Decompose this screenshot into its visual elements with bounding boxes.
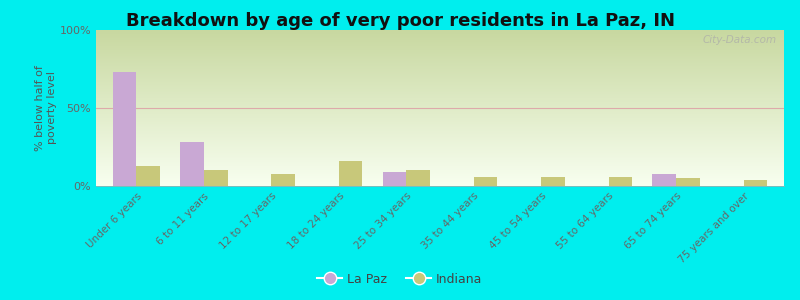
Bar — [271, 173, 295, 186]
Bar — [676, 178, 700, 186]
Bar — [653, 173, 676, 186]
Bar — [204, 170, 227, 186]
Bar — [339, 161, 362, 186]
Bar — [541, 177, 565, 186]
Y-axis label: % below half of
poverty level: % below half of poverty level — [35, 65, 57, 151]
Bar — [382, 172, 406, 186]
Bar — [609, 177, 632, 186]
Bar — [406, 170, 430, 186]
Bar — [743, 180, 767, 186]
Legend: La Paz, Indiana: La Paz, Indiana — [313, 268, 487, 291]
Bar — [180, 142, 204, 186]
Bar — [474, 177, 498, 186]
Bar — [137, 166, 160, 186]
Bar — [113, 72, 137, 186]
Text: City-Data.com: City-Data.com — [703, 35, 777, 45]
Text: Breakdown by age of very poor residents in La Paz, IN: Breakdown by age of very poor residents … — [126, 12, 674, 30]
